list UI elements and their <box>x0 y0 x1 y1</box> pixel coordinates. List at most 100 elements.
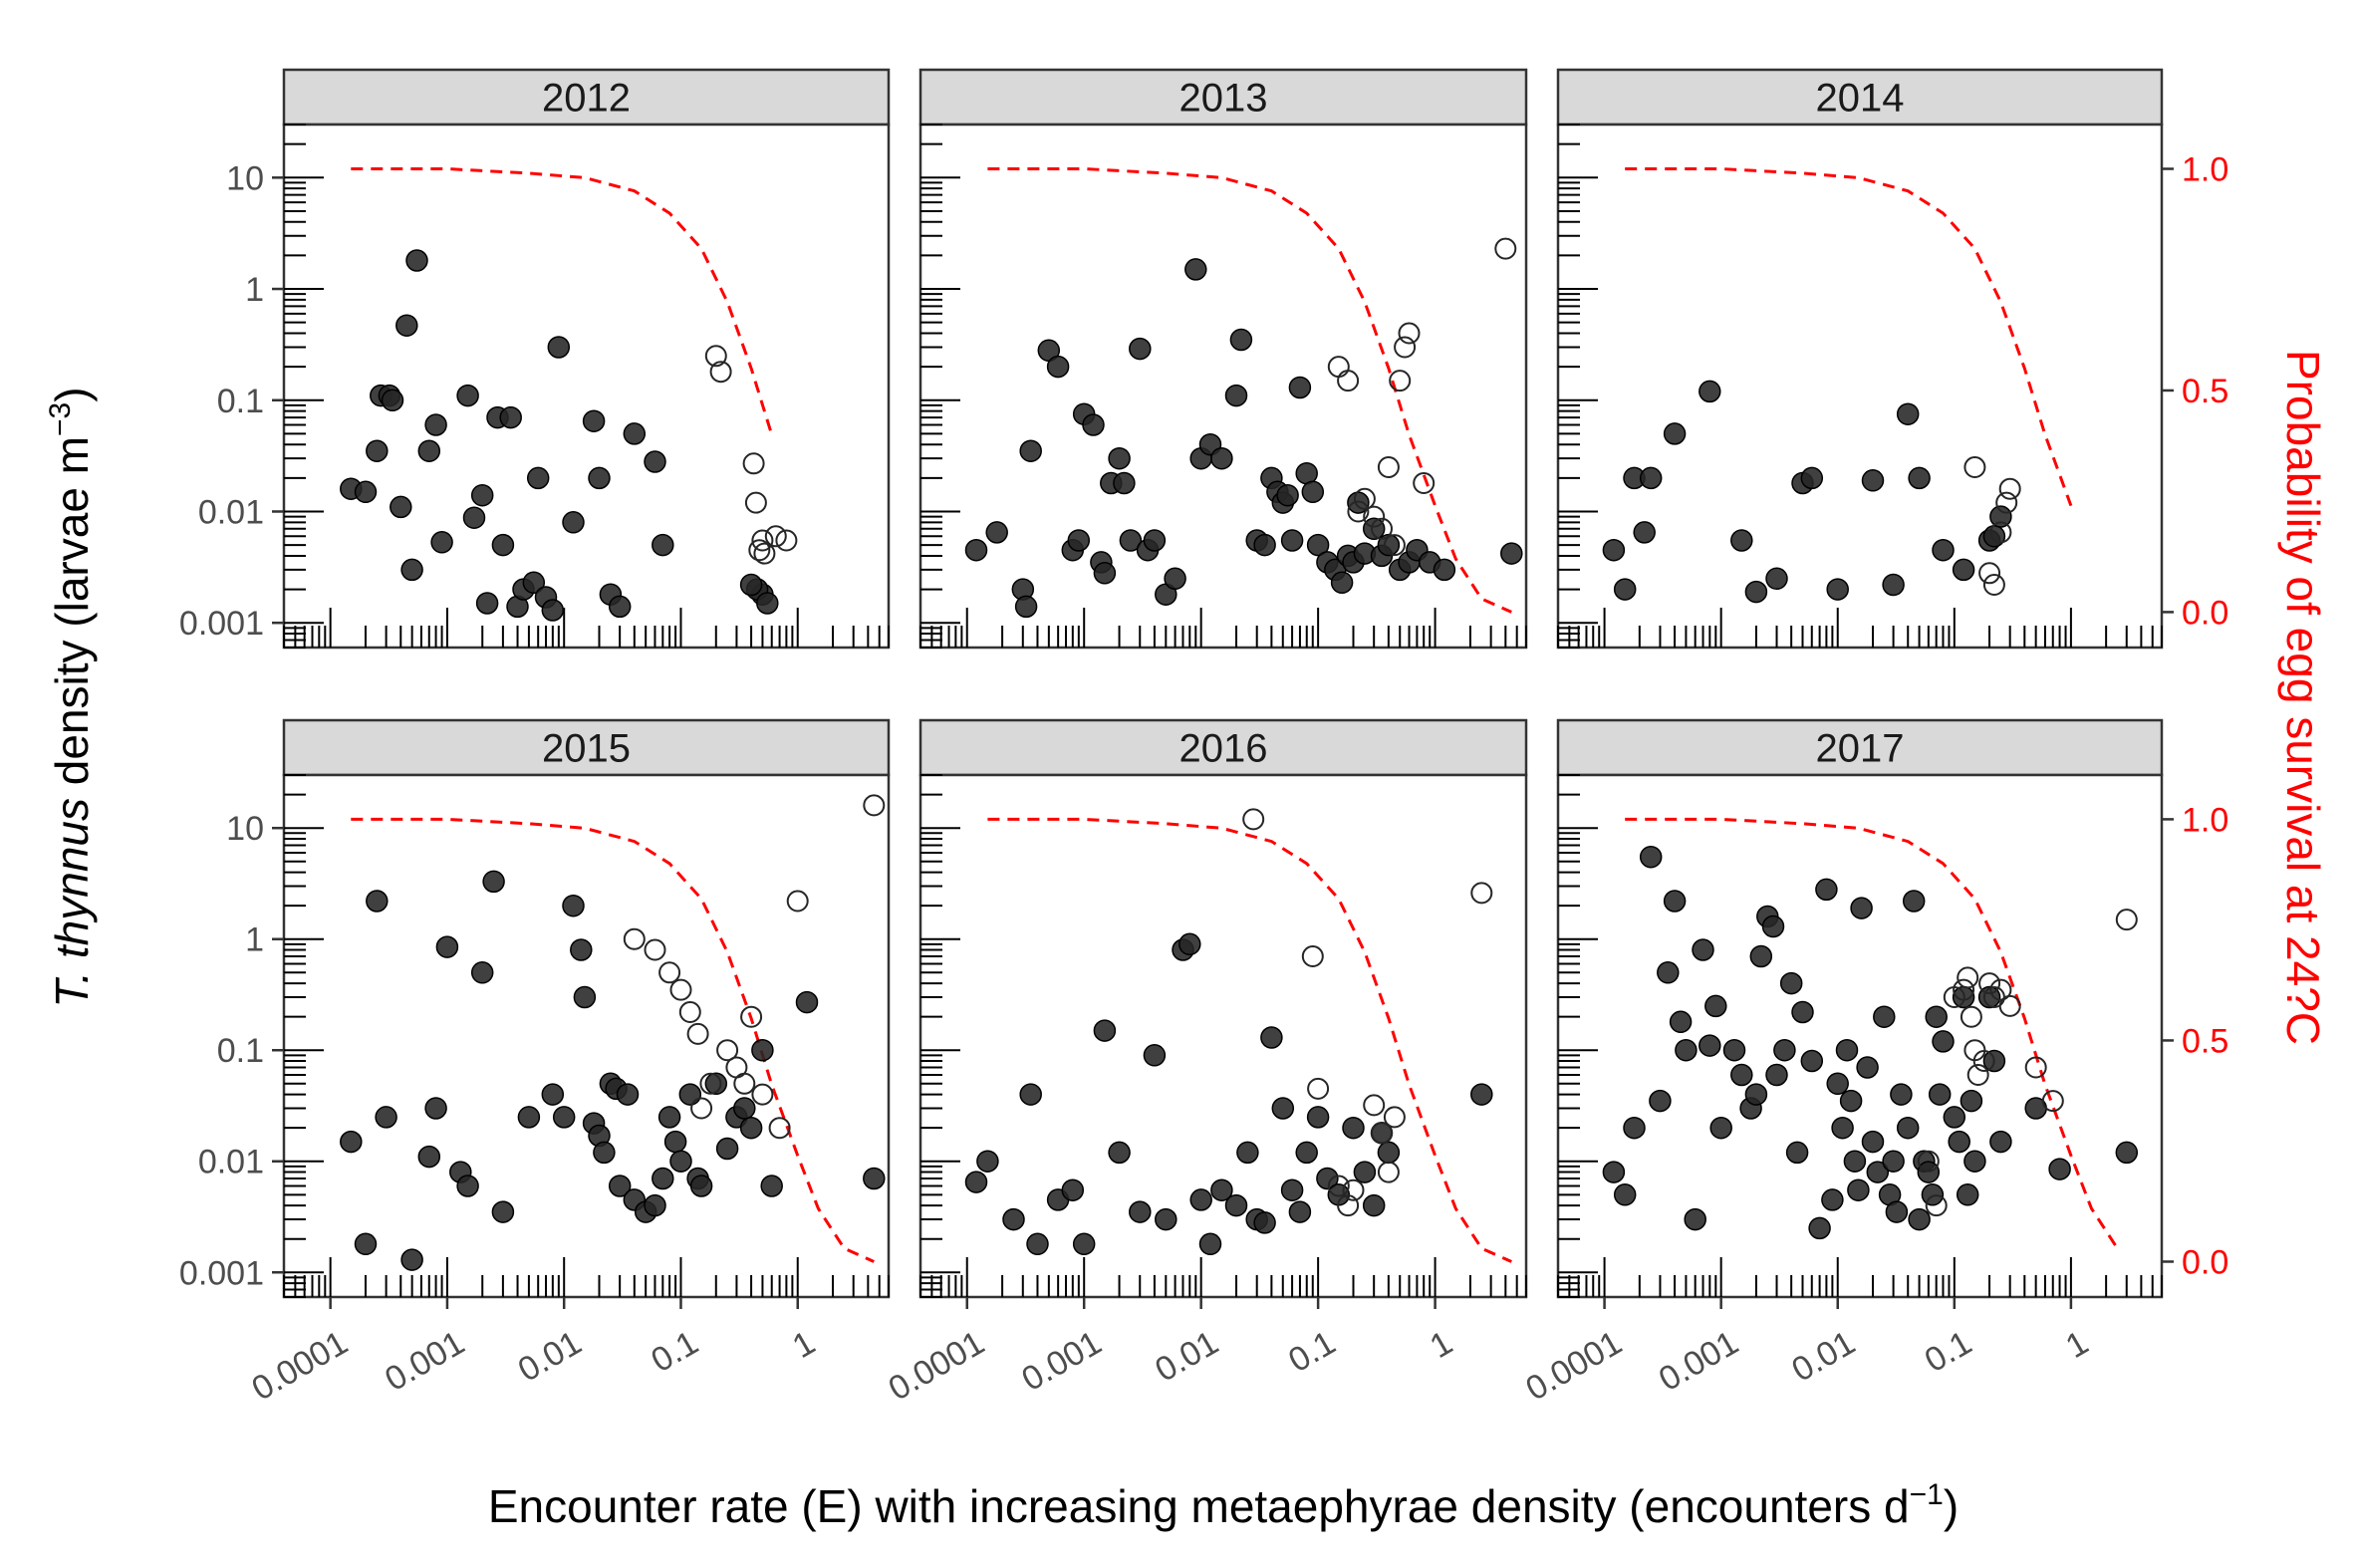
point-filled <box>1765 1063 1788 1087</box>
point-filled <box>1143 529 1167 552</box>
point-open <box>1917 1150 1940 1173</box>
x-tick-label: 0.0001 <box>883 1324 991 1409</box>
point-filled <box>1602 1161 1626 1183</box>
point-open <box>1998 477 2021 500</box>
strip-label-2017: 2017 <box>1816 727 1905 771</box>
point-filled <box>405 249 428 272</box>
point-filled <box>1908 466 1931 490</box>
point-filled <box>517 1106 541 1129</box>
y-left-title-sup: −3 <box>44 402 77 436</box>
point-filled <box>1908 1207 1931 1231</box>
x-tick-label: 0.001 <box>379 1324 471 1399</box>
point-filled <box>1072 1232 1096 1256</box>
point-filled <box>1306 533 1330 557</box>
point-filled <box>663 1130 687 1154</box>
point-open <box>1972 1050 1995 1072</box>
point-open <box>751 1083 774 1106</box>
point-filled <box>1633 521 1656 544</box>
y-left-axis-title: T. thynnus density (larvae m−3) <box>44 387 98 1007</box>
point-open <box>863 794 886 817</box>
point-filled <box>1433 558 1456 582</box>
point-filled <box>739 573 763 597</box>
point-filled <box>1808 1216 1831 1240</box>
point-filled <box>1210 1178 1233 1201</box>
point-open <box>1963 456 1986 478</box>
point-filled <box>456 1175 479 1197</box>
point-filled <box>1663 890 1687 913</box>
survival-curve-2012 <box>351 167 774 435</box>
point-filled <box>1236 1141 1259 1165</box>
point-filled <box>562 894 585 917</box>
point-filled <box>1669 1010 1693 1034</box>
point-filled <box>1885 1200 1909 1223</box>
survival-curve-2014 <box>1625 167 2073 507</box>
panels-layer: 2012 2013 2014 2015 2016 2017 <box>282 68 2164 1299</box>
point-filled <box>1989 1130 2012 1154</box>
point-open <box>1394 336 1417 359</box>
strip-2012 <box>282 68 891 127</box>
x-axis-title: Encounter rate (E) with increasing metae… <box>488 1478 1959 1532</box>
point-filled <box>1377 1141 1401 1165</box>
point-filled <box>1839 1089 1863 1113</box>
point-open <box>786 890 809 913</box>
point-filled <box>1963 1150 1986 1173</box>
y-left-title-italic: T. thynnus <box>46 798 98 1008</box>
point-filled <box>644 1193 666 1217</box>
point-open <box>1371 517 1393 540</box>
point-filled <box>1932 1030 1955 1053</box>
point-filled <box>366 890 389 913</box>
point-open <box>1978 972 2001 995</box>
point-filled <box>1019 1083 1042 1106</box>
point-open <box>644 938 666 961</box>
point-filled <box>1856 1056 1879 1079</box>
point-filled <box>1280 529 1304 552</box>
point-filled <box>1684 1207 1706 1231</box>
rug-ticks-2016 <box>919 774 1527 1298</box>
point-open <box>748 539 771 562</box>
point-filled <box>623 422 647 445</box>
point-filled <box>1749 944 1773 968</box>
point-filled <box>669 1150 692 1173</box>
strip-label-2012: 2012 <box>542 77 631 121</box>
point-filled <box>1831 1116 1854 1140</box>
point-open <box>753 542 776 565</box>
point-filled <box>1873 1005 1896 1028</box>
point-filled <box>704 1072 728 1096</box>
point-filled <box>547 336 571 359</box>
point-filled <box>430 531 453 554</box>
point-filled <box>375 1106 397 1129</box>
point-filled <box>1082 413 1105 436</box>
point-open <box>2041 1090 2064 1113</box>
point-open <box>775 529 798 552</box>
panel-border-2014 <box>1556 123 2164 650</box>
point-filled <box>424 413 447 436</box>
point-filled <box>573 985 597 1009</box>
point-open <box>1966 1064 1989 1086</box>
x-tick-label: 0.001 <box>1015 1324 1108 1399</box>
point-filled <box>1026 1232 1049 1256</box>
point-filled <box>482 870 505 894</box>
panel-2016: 2016 <box>918 718 1528 1299</box>
point-filled <box>1046 355 1070 379</box>
point-filled <box>1623 1116 1646 1140</box>
point-filled <box>1761 915 1785 938</box>
strip-label-2013: 2013 <box>1179 77 1268 121</box>
point-filled <box>1113 471 1136 495</box>
point-filled <box>1229 328 1253 352</box>
point-filled <box>552 1106 576 1129</box>
point-filled <box>1280 1178 1304 1201</box>
point-filled <box>582 409 606 432</box>
x-tick-label: 0.01 <box>512 1324 588 1390</box>
point-open <box>623 927 646 950</box>
point-filled <box>608 1175 632 1197</box>
point-filled <box>1253 1211 1276 1234</box>
point-filled <box>417 439 441 462</box>
point-open <box>716 1039 739 1062</box>
x-tick-label: 1 <box>2059 1324 2094 1366</box>
point-filled <box>400 1248 423 1271</box>
point-filled <box>522 571 546 595</box>
x-axis-title-main: Encounter rate (E) with increasing metae… <box>488 1480 1910 1532</box>
point-filled <box>1164 567 1186 591</box>
strip-label-2014: 2014 <box>1816 77 1905 121</box>
